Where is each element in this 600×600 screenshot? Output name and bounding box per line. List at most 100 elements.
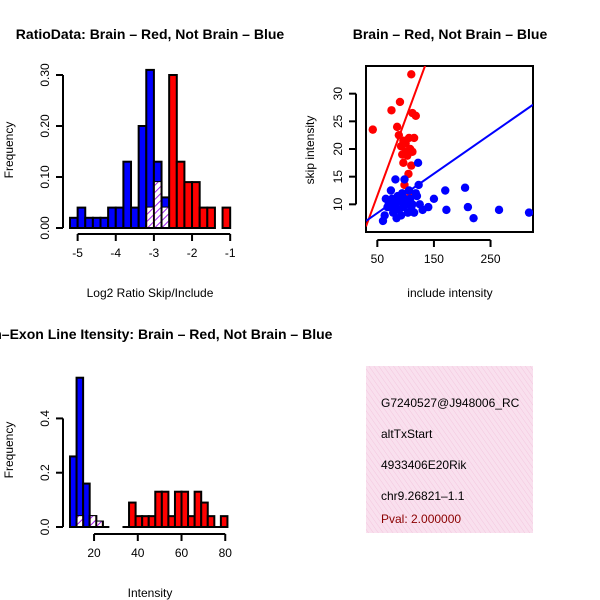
scatter-y-tick-label: 15 <box>331 170 345 184</box>
event-info-background <box>366 366 533 533</box>
line-intensity-overlap-bar-0 <box>77 516 83 526</box>
scatter-not-brain-point-23 <box>409 208 419 217</box>
line-intensity-brain-bar-18 <box>219 515 229 529</box>
line-intensity-title: Exon–Exon Line Itensity: Brain – Red, No… <box>0 326 333 342</box>
ratio-overlap-bar-0 <box>147 207 153 227</box>
event-type-text: altTxStart <box>381 427 433 441</box>
scatter-brain-point-1 <box>407 70 416 79</box>
line-intensity-axes: 20 40 60 80 0.0 0.2 0.4 <box>38 410 232 560</box>
scatter-not-brain-point-38 <box>391 175 400 184</box>
intensity-scatter-xlabel: include intensity <box>407 286 492 300</box>
ratio-not-brain-bar-1 <box>76 206 87 230</box>
scatter-axes: 50 150 250 10 15 20 25 30 <box>331 87 501 266</box>
ratio-brain-bar-6 <box>191 181 201 230</box>
scatter-not-brain-point-42 <box>386 186 396 195</box>
line-intensity-brain-bar-12 <box>180 490 190 529</box>
scatter-brain-point-21 <box>398 150 407 159</box>
scatter-not-brain-point-36 <box>494 205 504 215</box>
ratio-histogram-xlabel: Log2 Ratio Skip/Include <box>87 286 214 300</box>
ratio-not-brain-bar-2 <box>84 216 94 230</box>
line-intensity-x-tick-label: 80 <box>219 546 233 560</box>
ratio-not-brain-bar-10 <box>145 68 155 230</box>
ratio-not-brain-bar-5 <box>107 206 117 230</box>
line-intensity-y-tick-label: 0.2 <box>38 464 52 481</box>
ratio-not-brain-bar-9 <box>137 125 148 229</box>
ratio-brain-bar-5 <box>183 181 194 230</box>
event-info-panel: G7240527@J948006_RC altTxStart 4933406E2… <box>366 366 533 533</box>
ratio-y-tick-label: 0.30 <box>38 63 52 87</box>
ratio-brain-bar-8 <box>206 206 216 230</box>
line-intensity-histogram-panel: Exon–Exon Line Itensity: Brain – Red, No… <box>0 326 333 600</box>
ratio-brain-bar-4 <box>175 160 186 229</box>
ratio-not-brain-bar-6 <box>114 206 125 230</box>
intensity-scatter-ylabel: skip intensity <box>303 116 317 185</box>
ratio-brain-bar-7 <box>198 206 209 230</box>
scatter-x-tick-label: 50 <box>371 252 385 266</box>
ratio-histogram-title: RatioData: Brain – Red, Not Brain – Blue <box>16 26 285 42</box>
scatter-x-tick-label: 150 <box>424 252 444 266</box>
location-text: chr9.26821–1.1 <box>381 489 465 503</box>
line-intensity-brain-bar-9 <box>160 490 170 529</box>
scatter-brain-point-22 <box>408 147 417 156</box>
ratio-x-tick-label: -2 <box>187 246 198 260</box>
scatter-not-brain-point-37 <box>524 208 533 217</box>
line-intensity-overlap-bar-1 <box>90 516 96 526</box>
ratio-x-tick-label: -1 <box>225 246 236 260</box>
scatter-x-tick-label: 250 <box>481 252 501 266</box>
line-intensity-brain-bar-16 <box>206 515 216 529</box>
intensity-scatter-title: Brain – Red, Not Brain – Blue <box>353 26 548 42</box>
scatter-not-brain-point-25 <box>412 191 422 201</box>
ratio-y-tick-label: 0.10 <box>38 165 52 189</box>
line-intensity-ylabel: Frequency <box>2 422 16 479</box>
scatter-not-brain-point-30 <box>429 194 439 203</box>
line-intensity-x-tick-label: 60 <box>175 546 189 560</box>
scatter-not-brain-point-39 <box>413 158 423 168</box>
scatter-brain-point-6 <box>392 122 402 132</box>
ratio-not-brain-bar-0 <box>69 216 79 230</box>
scatter-not-brain-point-13 <box>396 211 406 220</box>
scatter-not-brain-point-41 <box>381 194 391 203</box>
ratio-histogram-panel: RatioData: Brain – Red, Not Brain – Blue… <box>2 26 284 300</box>
ratio-histogram-bars <box>69 68 232 230</box>
scatter-not-brain-point-35 <box>469 213 478 223</box>
ratio-histogram-ylabel: Frequency <box>2 122 16 179</box>
line-intensity-brain-bar-15 <box>200 501 209 529</box>
ratio-x-tick-label: -3 <box>149 246 160 260</box>
ratio-x-tick-label: -5 <box>72 246 83 260</box>
line-intensity-not-brain-bar-2 <box>82 482 91 529</box>
ratio-not-brain-bar-3 <box>91 216 102 230</box>
scatter-y-tick-label: 10 <box>331 197 345 211</box>
scatter-not-brain-point-29 <box>424 202 433 212</box>
scatter-not-brain-point-22 <box>408 200 417 209</box>
line-intensity-y-tick-label: 0.4 <box>38 410 52 427</box>
pval-text: Pval: 2.000000 <box>381 512 461 526</box>
scatter-brain-point-2 <box>387 106 396 115</box>
scatter-y-tick-label: 25 <box>331 114 345 128</box>
gene-name-text: 4933406E20Rik <box>381 458 467 472</box>
line-intensity-overlap-bar-2 <box>97 521 102 526</box>
scatter-not-brain-point-40 <box>400 175 409 184</box>
ratio-overlap-bar-2 <box>162 207 169 227</box>
ratio-not-brain-bar-8 <box>130 206 140 230</box>
ratio-not-brain-bar-4 <box>99 216 110 230</box>
line-intensity-y-tick-label: 0.0 <box>38 518 52 535</box>
ratio-y-tick-label: 0.00 <box>38 216 52 240</box>
scatter-brain-point-5 <box>411 111 421 121</box>
scatter-not-brain-point-34 <box>463 202 473 212</box>
scatter-not-brain-point-31 <box>441 186 450 195</box>
scatter-brain-point-10 <box>409 133 419 143</box>
line-intensity-x-tick-label: 20 <box>87 546 101 560</box>
scatter-brain-point-0 <box>368 125 377 134</box>
scatter-brain-point-3 <box>395 97 405 107</box>
scatter-plot-frame <box>365 65 534 233</box>
ratio-brain-bar-9 <box>221 206 232 230</box>
probe-id-text: G7240527@J948006_RC <box>381 396 520 410</box>
ratio-x-tick-label: -4 <box>110 246 121 260</box>
line-intensity-x-tick-label: 40 <box>131 546 145 560</box>
scatter-not-brain-point-33 <box>460 183 470 192</box>
scatter-not-brain-point-19 <box>404 186 414 195</box>
ratio-not-brain-bar-7 <box>122 160 133 229</box>
scatter-brain-point-20 <box>401 139 410 148</box>
ratio-y-tick-label: 0.20 <box>38 114 52 138</box>
